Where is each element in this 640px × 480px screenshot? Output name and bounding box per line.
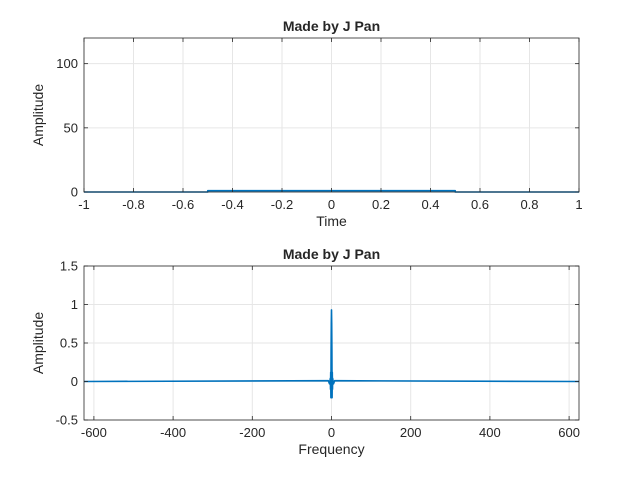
top-y-tick-label: 0 bbox=[71, 185, 78, 200]
top-subplot: -1 -0.8 -0.6 -0.4 -0.2 0 0.2 0.4 0.6 0.8 1 0 50 100 Ma… bbox=[30, 18, 583, 229]
bottom-x-tick-label: 0 bbox=[328, 425, 335, 440]
bottom-subplot: -600 -400 -200 0 200 400 600 -0.5 0 0.5 1 1.5 Made b… bbox=[30, 246, 580, 457]
top-x-tick-label: 0 bbox=[328, 197, 335, 212]
bottom-y-axis-label: Amplitude bbox=[30, 312, 46, 374]
top-x-tick-label: -0.8 bbox=[122, 197, 144, 212]
bottom-series-line bbox=[83, 309, 580, 399]
bottom-x-tick-label: 200 bbox=[400, 425, 422, 440]
top-x-tick-label: -0.2 bbox=[271, 197, 293, 212]
bottom-x-tick-label: 400 bbox=[479, 425, 501, 440]
top-y-tick-label: 100 bbox=[56, 56, 78, 71]
bottom-x-tick-label: -400 bbox=[160, 425, 186, 440]
bottom-chart-title: Made by J Pan bbox=[283, 246, 380, 262]
top-x-tick-label: 0.6 bbox=[471, 197, 489, 212]
bottom-y-tick-label: 1.5 bbox=[60, 259, 78, 274]
top-x-tick-label: -0.6 bbox=[172, 197, 194, 212]
top-chart-title: Made by J Pan bbox=[283, 18, 380, 34]
top-y-tick-label: 50 bbox=[64, 120, 78, 135]
top-x-tick-label: 1 bbox=[575, 197, 582, 212]
bottom-y-tick-label: 0.5 bbox=[60, 336, 78, 351]
top-x-tick-label: 0.4 bbox=[421, 197, 439, 212]
bottom-x-tick-label: 600 bbox=[558, 425, 580, 440]
top-x-axis-label: Time bbox=[316, 213, 347, 229]
top-x-tick-label: -1 bbox=[78, 197, 90, 212]
top-x-tick-label: -0.4 bbox=[221, 197, 243, 212]
top-y-axis-label: Amplitude bbox=[30, 84, 46, 146]
bottom-x-axis-label: Frequency bbox=[298, 441, 364, 457]
bottom-y-tick-label: -0.5 bbox=[56, 413, 78, 428]
bottom-x-tick-label: -200 bbox=[239, 425, 265, 440]
top-x-tick-label: 0.2 bbox=[372, 197, 390, 212]
top-x-tick-label: 0.8 bbox=[520, 197, 538, 212]
bottom-y-tick-label: 0 bbox=[71, 374, 78, 389]
bottom-x-tick-label: -600 bbox=[81, 425, 107, 440]
bottom-y-tick-label: 1 bbox=[71, 297, 78, 312]
